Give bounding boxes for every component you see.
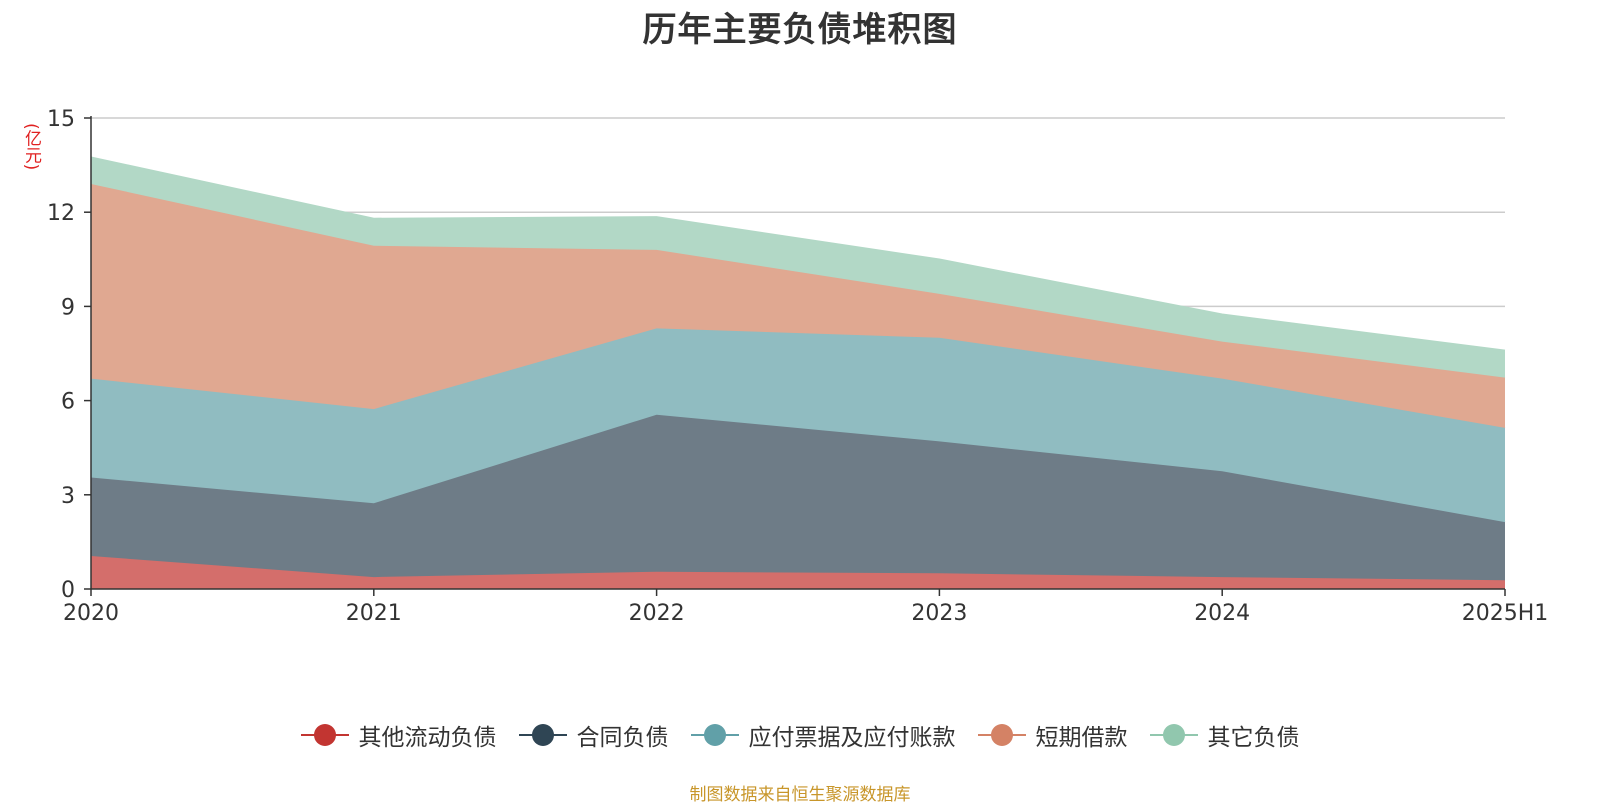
area-top-line-4 <box>90 156 1506 352</box>
area-series-3 <box>91 183 1505 428</box>
legend-label: 合同负债 <box>576 725 669 751</box>
legend-item-3[interactable]: 短期借款 <box>977 718 1128 752</box>
legend-swatch-icon <box>690 723 739 747</box>
x-tick-label: 2024 <box>1194 601 1250 626</box>
x-tick-label: 2021 <box>346 601 402 626</box>
legend-label: 其它负债 <box>1207 725 1300 751</box>
legend-item-0[interactable]: 其他流动负债 <box>300 718 497 752</box>
legend-swatch-icon <box>300 723 349 747</box>
area-series-4 <box>91 157 1505 378</box>
y-tick-label: 3 <box>61 484 75 509</box>
x-tick-label: 2020 <box>63 601 119 626</box>
y-tick-label: 9 <box>61 295 75 320</box>
x-tick-label: 2022 <box>629 601 685 626</box>
y-tick-label: 0 <box>61 578 75 603</box>
legend-label: 其他流动负债 <box>358 725 497 751</box>
legend-item-4[interactable]: 其它负债 <box>1149 718 1300 752</box>
legend-swatch-icon <box>518 723 567 747</box>
tick-labels: 0 3 6 9 12 15 2020 2021 2022 2023 2024 2025H1 <box>47 107 1548 626</box>
source-note: 制图数据来自恒生聚源数据库 <box>689 785 911 805</box>
axes <box>84 116 1506 596</box>
y-tick-label: 6 <box>61 390 75 415</box>
stacked-areas <box>90 156 1506 589</box>
legend: 其他流动负债 合同负债 应付票据及应付账款 短期借款 其它负债 <box>0 718 1600 752</box>
chart-title: 历年主要负债堆积图 <box>642 10 958 50</box>
area-series-1 <box>91 414 1505 581</box>
area-series-2 <box>91 328 1505 523</box>
legend-swatch-icon <box>1149 723 1198 747</box>
y-axis-unit-label: (亿元) <box>21 123 41 171</box>
x-tick-label: 2025H1 <box>1462 601 1549 626</box>
legend-label: 短期借款 <box>1035 725 1128 751</box>
y-tick-label: 12 <box>47 201 75 226</box>
legend-swatch-icon <box>977 723 1026 747</box>
legend-label: 应付票据及应付账款 <box>748 725 956 751</box>
legend-item-2[interactable]: 应付票据及应付账款 <box>690 718 956 752</box>
x-tick-label: 2023 <box>911 601 967 626</box>
y-tick-label: 15 <box>47 107 75 132</box>
legend-item-1[interactable]: 合同负债 <box>518 718 669 752</box>
